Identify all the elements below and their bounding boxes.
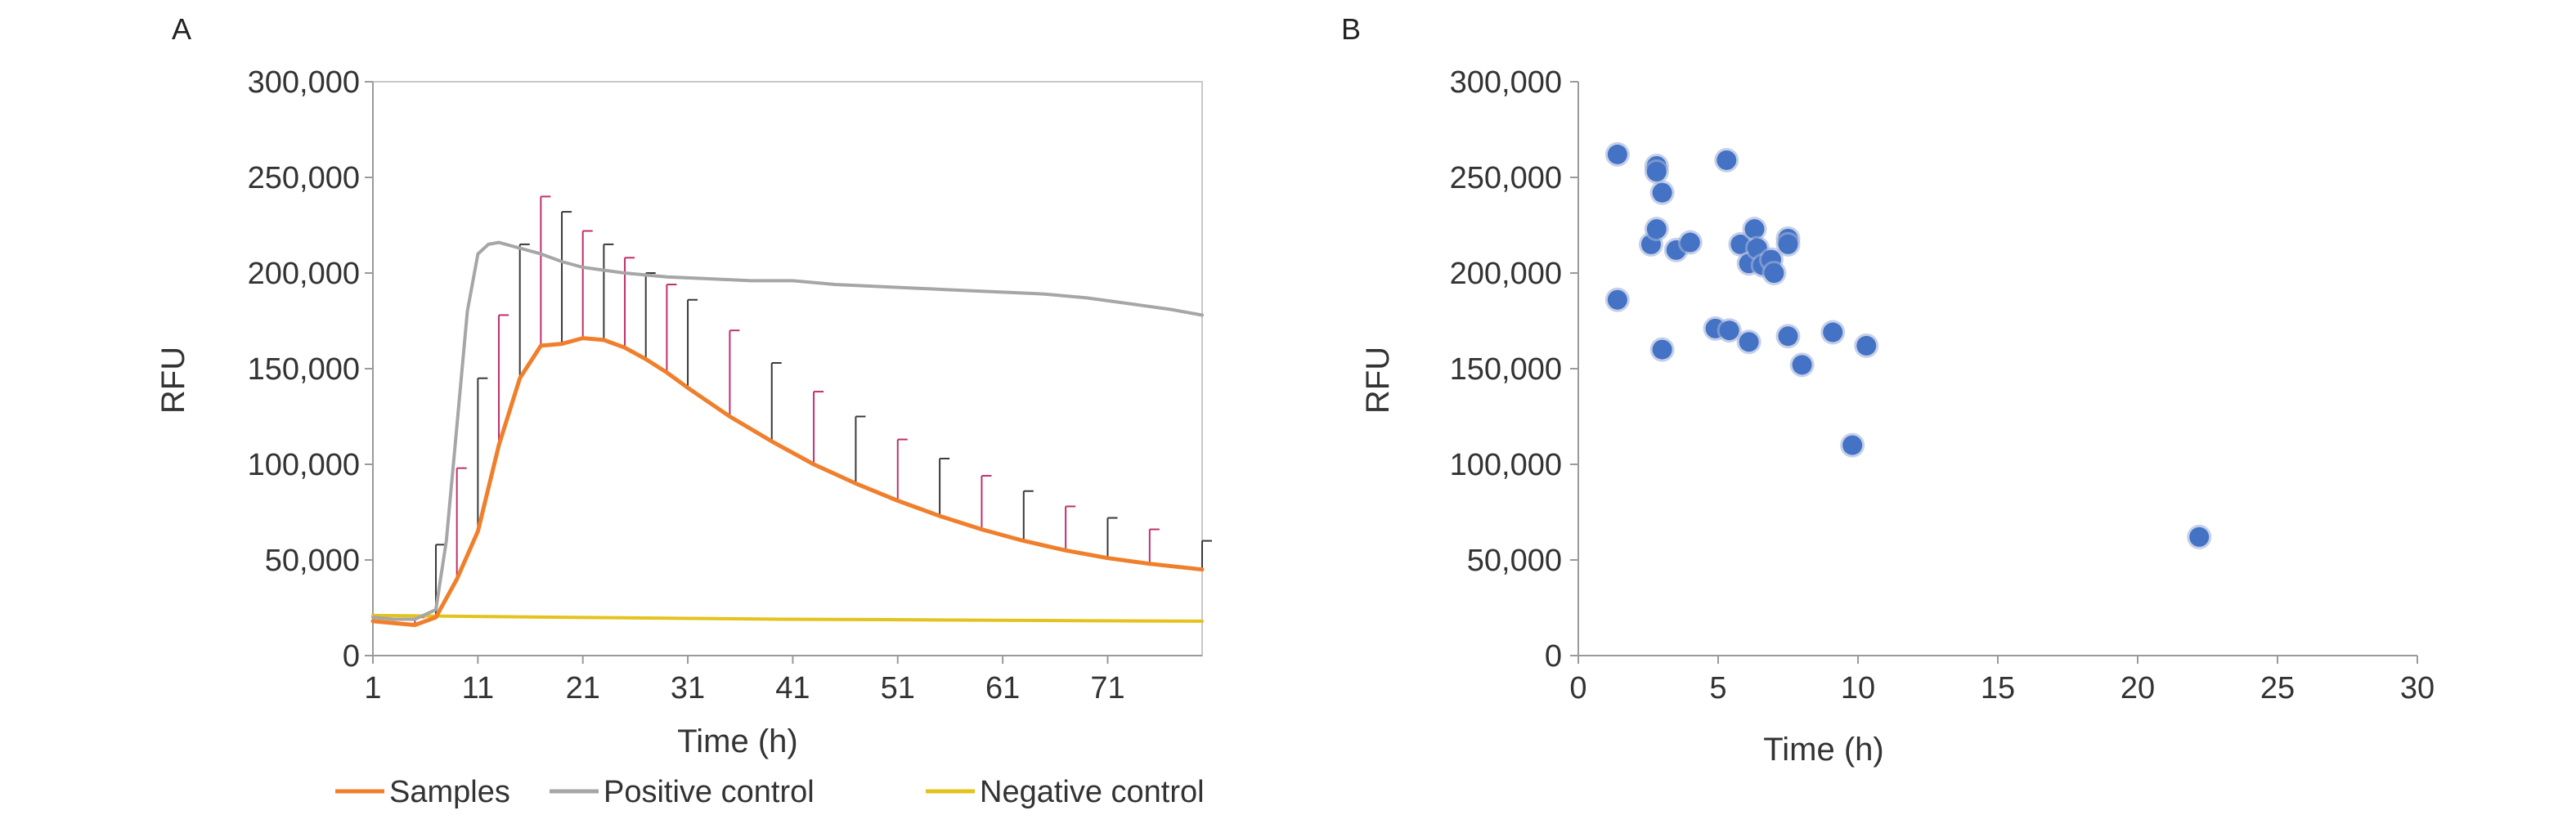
panel-b-y-tick-label: 300,000 — [1450, 65, 1562, 100]
series-line-negative-control — [371, 613, 1204, 623]
panel-b-letter: B — [1341, 12, 1361, 46]
panel-a-letter: A — [172, 12, 191, 46]
panel-a-series-lines — [370, 240, 1205, 628]
panel-a-y-tick-label: 300,000 — [248, 65, 360, 100]
panel-a-x-tick-label: 1 — [364, 671, 381, 705]
panel-a-y-axis-title: RFU — [155, 347, 191, 414]
panel-a-legend: Samples Positive control Negative control — [335, 775, 1205, 809]
series-line-samples — [370, 336, 1205, 628]
panel-a-x-tick-label: 71 — [1090, 671, 1124, 705]
legend-label: Positive control — [604, 775, 815, 809]
panel-a-x-tick-label: 11 — [462, 671, 494, 705]
panel-a-y-tick-label: 250,000 — [248, 161, 360, 195]
scatter-point — [1842, 435, 1863, 455]
panel-b-y-axis-title: RFU — [1360, 347, 1396, 414]
scatter-point — [1652, 182, 1672, 203]
panel-b-y-tick-label: 100,000 — [1450, 448, 1562, 482]
panel-a-axes: 0 50,000 100,000 150,000 200,000 250,000 300,0… — [248, 65, 1202, 705]
scatter-point — [1719, 320, 1739, 341]
scatter-point — [1646, 219, 1667, 240]
scatter-point — [2189, 526, 2210, 547]
panel-a-x-axis-title: Time (h) — [677, 723, 797, 759]
panel-a-y-tick-label: 50,000 — [265, 544, 360, 578]
panel-b-y-tick-label: 0 — [1545, 639, 1562, 674]
panel-b-scatter-chart: B RFU Time (h) 0 50,000 100,000 150,000 200,… — [1341, 12, 2435, 768]
panel-b-y-tick-label: 250,000 — [1450, 161, 1562, 195]
scatter-point — [1607, 289, 1627, 310]
scatter-point — [1778, 234, 1798, 254]
panel-b-x-tick-label: 5 — [1709, 671, 1726, 705]
panel-a-x-tick-label: 41 — [775, 671, 810, 705]
panel-b-x-tick-label: 15 — [1981, 671, 2015, 705]
panel-a-plot-frame — [372, 81, 1203, 656]
scatter-point — [1739, 332, 1759, 352]
panel-a-x-tick-label: 21 — [566, 671, 600, 705]
panel-b-x-tick-label: 20 — [2120, 671, 2155, 705]
panel-b-x-tick-label: 0 — [1569, 671, 1586, 705]
scatter-point — [1607, 144, 1627, 164]
panel-a-error-bars — [414, 195, 1212, 625]
panel-b-x-axis-title: Time (h) — [1763, 732, 1883, 768]
scatter-point — [1717, 150, 1737, 170]
panel-a-line-chart: A RFU Time (h) 0 50,000 100,000 150,000 200,… — [155, 12, 1212, 809]
panel-b-x-tick-label: 10 — [1841, 671, 1875, 705]
panel-a-y-tick-label: 150,000 — [248, 352, 360, 387]
scatter-point — [1744, 219, 1765, 240]
panel-b-points — [1604, 141, 2212, 549]
scatter-point — [1778, 326, 1798, 347]
panel-b-axes: 0 50,000 100,000 150,000 200,000 250,000 300,0… — [1450, 65, 2435, 705]
panel-b-y-tick-label: 50,000 — [1467, 544, 1562, 578]
panel-a-y-tick-label: 200,000 — [248, 257, 360, 291]
legend-label: Samples — [389, 775, 510, 809]
legend-label: Negative control — [980, 775, 1205, 809]
scatter-point — [1764, 263, 1784, 283]
panel-b-x-tick-label: 30 — [2400, 671, 2435, 705]
panel-a-x-tick-label: 51 — [881, 671, 915, 705]
panel-b-x-tick-label: 25 — [2260, 671, 2295, 705]
panel-a-y-tick-label: 100,000 — [248, 448, 360, 482]
scatter-point — [1646, 161, 1667, 181]
panel-a-x-tick-label: 61 — [985, 671, 1020, 705]
panel-a-y-tick-label: 0 — [343, 639, 360, 674]
panel-b-y-tick-label: 200,000 — [1450, 257, 1562, 291]
scatter-point — [1823, 322, 1843, 343]
series-line-positive-control — [371, 240, 1204, 621]
scatter-point — [1856, 335, 1877, 356]
panel-b-y-tick-label: 150,000 — [1450, 352, 1562, 387]
panel-a-x-tick-label: 31 — [671, 671, 705, 705]
scatter-point — [1792, 355, 1812, 375]
scatter-point — [1680, 232, 1700, 253]
scatter-point — [1652, 339, 1672, 360]
